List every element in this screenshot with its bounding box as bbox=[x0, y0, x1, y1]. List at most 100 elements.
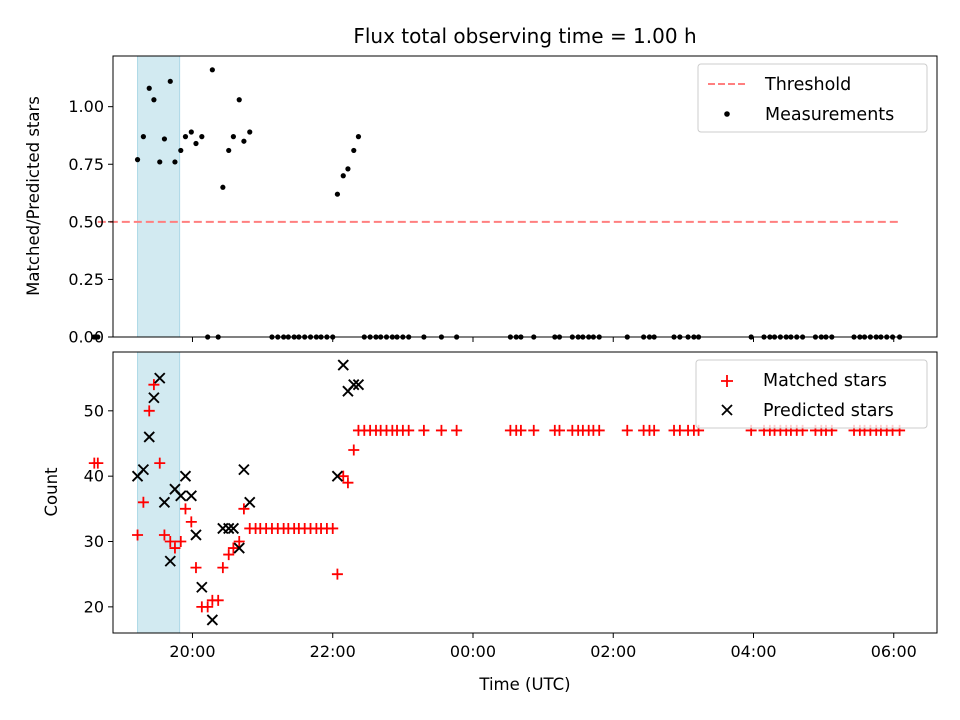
matched-star-point bbox=[435, 424, 447, 436]
measurement-point bbox=[247, 129, 253, 135]
measurement-point bbox=[151, 97, 157, 103]
matched-star-point bbox=[143, 405, 155, 417]
measurement-point bbox=[182, 134, 189, 140]
measurement-point bbox=[95, 334, 101, 340]
top-panel: 0.00 0.25 0.50 0.75 1.00 bbox=[68, 55, 938, 347]
matched-star-point bbox=[179, 503, 191, 515]
top-legend: Threshold Measurements bbox=[697, 63, 928, 133]
y-tick-label: 30 bbox=[84, 532, 104, 551]
matched-star-point bbox=[202, 601, 214, 613]
legend-measurements-swatch bbox=[724, 111, 730, 117]
matched-star-point bbox=[132, 529, 144, 541]
legend-predicted-swatch bbox=[721, 404, 733, 416]
legend-matched-swatch bbox=[721, 375, 733, 387]
legend-frame bbox=[695, 359, 928, 429]
matched-star-point bbox=[148, 379, 160, 391]
predicted-star-point bbox=[196, 581, 208, 593]
matched-star-point bbox=[175, 536, 187, 548]
y-tick-label: 20 bbox=[84, 597, 104, 616]
matched-star-point bbox=[227, 542, 239, 554]
predicted-star-point bbox=[352, 379, 365, 391]
matched-star-point bbox=[331, 568, 343, 580]
measurement-point bbox=[146, 85, 152, 91]
matched-star-point bbox=[164, 536, 176, 548]
legend-measurements-label: Measurements bbox=[765, 105, 894, 125]
measurement-point bbox=[167, 78, 173, 84]
x-axis-label: Time (UTC) bbox=[478, 675, 570, 694]
measurement-point bbox=[241, 138, 247, 144]
legend-predicted-label: Predicted stars bbox=[763, 401, 894, 421]
measurement-point bbox=[226, 147, 232, 154]
measurement-point bbox=[345, 166, 351, 172]
matched-star-point bbox=[223, 549, 235, 561]
matched-star-point bbox=[217, 562, 229, 574]
matched-star-point bbox=[137, 496, 149, 508]
matched-star-point bbox=[342, 477, 354, 489]
predicted-star-point bbox=[179, 470, 192, 482]
predicted-star-point bbox=[227, 522, 240, 535]
shaded-span bbox=[137, 55, 181, 338]
matched-star-point bbox=[327, 522, 339, 534]
legend-threshold-label: Threshold bbox=[764, 75, 851, 95]
measurement-point bbox=[193, 140, 199, 147]
matched-star-point bbox=[451, 424, 463, 436]
y-tick-label: 0.00 bbox=[68, 328, 104, 347]
legend-frame bbox=[697, 63, 928, 133]
measurement-point bbox=[230, 134, 236, 140]
measurement-point bbox=[140, 134, 146, 140]
predicted-star-point bbox=[331, 470, 344, 482]
predicted-star-point bbox=[164, 555, 176, 567]
predicted-star-point bbox=[233, 542, 245, 554]
y-tick-label: 0.50 bbox=[68, 212, 104, 231]
predicted-star-point bbox=[348, 379, 360, 391]
matched-star-point bbox=[185, 516, 197, 528]
matched-star-point bbox=[169, 542, 181, 554]
x-tick-label: 04:00 bbox=[730, 642, 776, 661]
matched-star-point bbox=[348, 444, 360, 456]
x-tick-label: 22:00 bbox=[310, 642, 356, 661]
bottom-legend: Matched stars Predicted stars bbox=[695, 359, 928, 429]
chart-title: Flux total observing time = 1.00 h bbox=[353, 24, 696, 48]
measurement-point bbox=[199, 134, 205, 140]
x-tick-label: 20:00 bbox=[169, 642, 215, 661]
measurement-point bbox=[209, 67, 215, 73]
x-tick-label: 06:00 bbox=[871, 642, 917, 661]
predicted-star-point bbox=[206, 614, 219, 626]
predicted-star-point bbox=[158, 496, 171, 508]
matched-star-point bbox=[648, 424, 660, 436]
predicted-star-point bbox=[154, 372, 166, 384]
legend-matched-label: Matched stars bbox=[763, 371, 887, 391]
matched-star-point bbox=[212, 594, 224, 606]
measurement-point bbox=[351, 147, 357, 154]
matched-star-point bbox=[337, 470, 349, 482]
y-tick-label: 0.75 bbox=[68, 155, 104, 174]
matched-star-point bbox=[158, 529, 170, 541]
predicted-star-point bbox=[190, 529, 202, 541]
predicted-star-point bbox=[337, 359, 349, 371]
matched-star-point bbox=[92, 457, 104, 469]
measurement-point bbox=[161, 136, 168, 142]
y-tick-label: 40 bbox=[84, 467, 104, 486]
top-y-axis-label: Matched/Predicted stars bbox=[24, 96, 43, 296]
y-tick-label: 1.00 bbox=[68, 97, 104, 116]
matched-star-point bbox=[418, 424, 430, 436]
predicted-star-point bbox=[223, 522, 235, 535]
matched-star-point bbox=[403, 424, 415, 436]
bottom-panel: 20 30 40 50 20:00 22:00 00:00 02:00 04:00 06:00 bbox=[84, 351, 938, 661]
matched-star-point bbox=[238, 503, 250, 515]
measurement-point bbox=[172, 159, 178, 165]
measurement-point bbox=[134, 157, 141, 163]
predicted-star-point bbox=[244, 496, 256, 508]
axes-frame bbox=[112, 351, 938, 634]
matched-star-point bbox=[515, 424, 527, 436]
predicted-star-point bbox=[143, 431, 155, 443]
matched-star-point bbox=[528, 424, 540, 436]
predicted-star-point bbox=[175, 490, 187, 502]
measurement-point bbox=[340, 173, 346, 179]
predicted-star-point bbox=[148, 392, 160, 404]
measurement-point bbox=[220, 184, 226, 190]
measurement-point bbox=[188, 129, 194, 135]
y-tick-label: 50 bbox=[84, 401, 104, 420]
matched-star-point bbox=[154, 457, 166, 469]
